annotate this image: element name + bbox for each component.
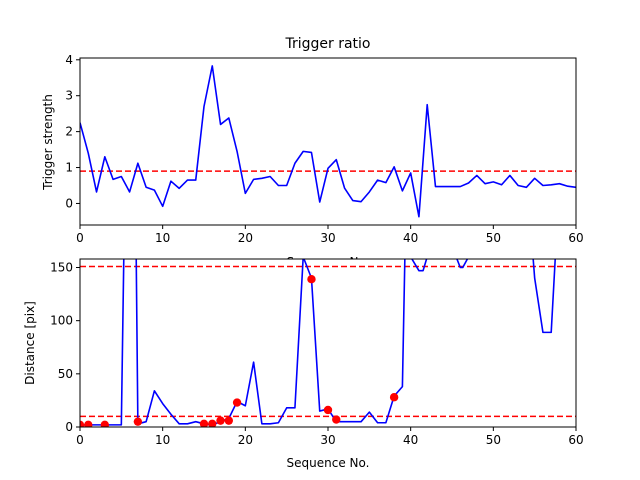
x-tick-label: 50 [486,433,501,447]
y-tick-label: 4 [65,53,73,67]
data-point-marker [133,417,143,426]
x-tick-label: 40 [403,433,418,447]
x-tick-label: 0 [76,231,84,245]
data-point-marker [84,420,93,427]
data-point-marker [100,420,109,427]
data-point-marker [80,420,85,427]
data-point-marker [389,393,399,402]
y-tick-label: 0 [65,196,73,210]
data-point-marker [199,419,209,427]
x-tick-label: 10 [155,231,170,245]
y-axis-label: Trigger strength [41,94,55,191]
data-point-marker [208,419,217,427]
x-axis-ticks: 0 10 20 30 40 50 60 [76,427,584,447]
threshold-lines [80,265,576,418]
y-tick-label: 2 [65,125,73,139]
x-tick-label: 50 [486,231,501,245]
y-axis-ticks: 0 50 100 150 [50,261,80,434]
x-tick-label: 30 [320,433,335,447]
series-line [80,259,557,426]
x-axis-label: Sequence No. [287,456,370,470]
bottom-axes-background [80,259,576,427]
data-point-marker [332,415,341,424]
axes-frame [79,57,577,226]
x-tick-label: 60 [568,231,583,245]
x-tick-label: 10 [155,433,170,447]
y-axis-label: Distance [pix] [23,301,37,385]
x-tick-label: 0 [76,433,84,447]
series-line [80,65,576,218]
plot-area [80,65,576,218]
data-point-marker [323,405,333,415]
data-point-marker [224,416,233,425]
y-tick-label: 50 [58,367,73,381]
x-tick-label: 20 [238,433,253,447]
distance-chart: 0 10 20 30 40 50 60 0 50 100 150 Sequence No. Dis… [23,258,584,470]
y-tick-label: 100 [50,314,73,328]
y-tick-label: 3 [65,89,73,103]
x-tick-label: 40 [403,231,418,245]
data-point-marker [216,416,225,425]
y-tick-label: 150 [50,261,73,275]
x-tick-label: 30 [320,231,335,245]
x-tick-label: 20 [238,231,253,245]
x-tick-label: 60 [568,433,583,447]
y-tick-label: 0 [65,420,73,434]
data-point-marker [307,275,316,284]
data-point-marker [232,398,242,407]
plot-area [80,259,557,427]
chart-title: Trigger ratio [284,36,370,52]
x-axis-ticks: 0 10 20 30 40 50 60 [76,225,584,245]
y-axis-ticks: 0 1 2 3 4 [65,53,80,210]
y-tick-label: 1 [65,161,73,175]
